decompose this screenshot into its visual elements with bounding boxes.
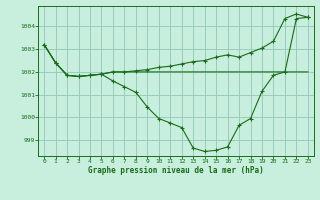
X-axis label: Graphe pression niveau de la mer (hPa): Graphe pression niveau de la mer (hPa) xyxy=(88,166,264,175)
